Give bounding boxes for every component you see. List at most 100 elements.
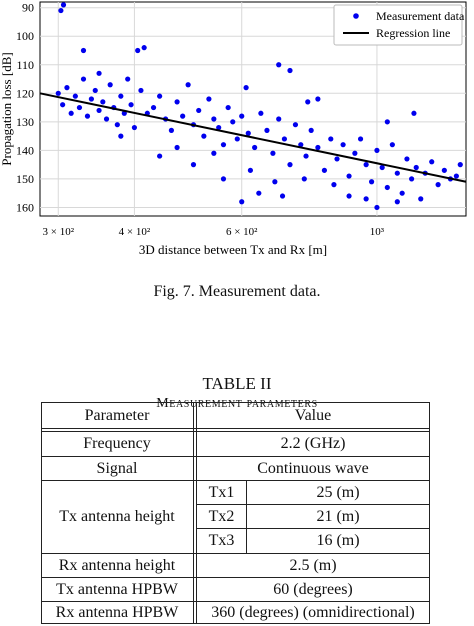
data-point <box>150 104 157 111</box>
data-point <box>220 142 227 148</box>
data-point <box>230 119 236 125</box>
data-point <box>135 47 141 54</box>
data-point <box>252 144 258 151</box>
data-point <box>225 104 231 111</box>
data-point <box>368 179 375 185</box>
data-point <box>114 122 120 128</box>
x-tick-label: 10³ <box>370 226 385 238</box>
data-point <box>272 179 278 185</box>
header-parameter: Parameter <box>84 406 150 424</box>
data-point <box>220 176 227 182</box>
data-point <box>128 102 134 108</box>
data-point <box>340 142 346 148</box>
data-point <box>352 150 358 156</box>
data-point <box>394 199 400 205</box>
row-tx-hpbw-label: Tx antenna HPBW <box>56 580 178 598</box>
data-point <box>211 150 217 156</box>
data-point <box>394 170 400 176</box>
row-signal-label: Signal <box>96 459 138 477</box>
data-point <box>279 193 286 199</box>
data-point <box>60 102 66 108</box>
parameters-table: Parameter Value Frequency 2.2 (GHz) Sign… <box>41 402 430 624</box>
data-point <box>157 93 163 99</box>
data-point <box>185 82 191 88</box>
data-point <box>60 2 67 8</box>
data-point <box>138 87 144 94</box>
row-rx-height-label: Rx antenna height <box>58 556 176 574</box>
scatter-chart: 90 100 110 120 130 140 150 160 3 × 10² 4 × 10² 6 ×… <box>0 1 467 257</box>
data-point <box>258 110 264 116</box>
y-tick-label: 160 <box>16 200 34 214</box>
data-point <box>157 153 163 159</box>
data-point <box>55 90 61 96</box>
data-point <box>141 45 147 51</box>
data-point <box>292 122 299 128</box>
y-tick-label: 100 <box>16 29 34 43</box>
data-point <box>301 176 307 182</box>
data-point <box>206 96 212 102</box>
figure-caption: Fig. 7. Measurement data. <box>153 283 321 300</box>
data-point <box>409 176 415 182</box>
data-point <box>264 127 270 133</box>
tx3-label: Tx3 <box>208 532 235 549</box>
data-point <box>298 142 304 148</box>
x-tick-label: 4 × 10² <box>119 226 151 238</box>
table-title: TABLE II <box>202 374 272 393</box>
row-rx-height-value: 2.5 (m) <box>289 556 337 574</box>
data-point <box>389 142 395 148</box>
data-point <box>80 47 87 54</box>
legend-label-regression: Regression line <box>376 26 450 40</box>
data-point <box>357 136 364 142</box>
data-point <box>308 127 314 133</box>
tx3-value: 16 (m) <box>316 532 360 549</box>
data-point <box>84 113 91 119</box>
data-point <box>68 110 74 116</box>
data-point <box>174 99 180 105</box>
data-point <box>118 133 124 139</box>
data-point <box>305 99 311 105</box>
data-point <box>131 124 138 131</box>
regression-line <box>39 92 467 183</box>
row-frequency-label: Frequency <box>83 435 151 452</box>
data-point <box>196 107 202 114</box>
legend-marker-measurement <box>353 13 359 19</box>
data-point <box>96 70 102 76</box>
data-point <box>270 150 276 156</box>
y-tick-label: 110 <box>16 58 34 72</box>
legend-label-measurement: Measurement data <box>376 9 465 23</box>
data-point <box>80 76 87 82</box>
data-point <box>379 164 385 171</box>
data-point <box>100 99 106 105</box>
data-point <box>190 162 197 168</box>
y-tick-label: 120 <box>16 86 34 100</box>
data-point <box>64 85 70 91</box>
data-point <box>239 113 245 119</box>
data-point <box>435 182 441 188</box>
data-point <box>76 104 83 111</box>
x-tick-label: 6 × 10² <box>226 226 258 238</box>
data-point <box>457 162 463 168</box>
row-tx-hpbw-value: 60 (degrees) <box>273 580 353 598</box>
data-point <box>315 96 321 102</box>
data-point <box>399 190 405 196</box>
data-point <box>245 130 251 136</box>
y-axis-label: Propagation loss [dB] <box>0 52 14 165</box>
data-point <box>411 110 417 116</box>
data-point <box>234 136 240 142</box>
x-tick-label: 3 × 10² <box>43 226 75 238</box>
data-point <box>247 167 254 173</box>
row-rx-hpbw-label: Rx antenna HPBW <box>55 603 179 621</box>
data-point <box>92 87 98 94</box>
data-point <box>72 93 78 99</box>
legend-box <box>333 4 463 46</box>
data-point <box>321 167 328 173</box>
tx1-value: 25 (m) <box>316 483 360 501</box>
data-point <box>303 153 309 159</box>
data-point <box>418 196 424 202</box>
y-tick-label: 130 <box>16 115 34 129</box>
data-point <box>216 124 222 131</box>
data-point <box>276 116 282 122</box>
data-point <box>201 133 207 139</box>
data-point <box>58 7 64 14</box>
header-value: Value <box>294 406 332 424</box>
